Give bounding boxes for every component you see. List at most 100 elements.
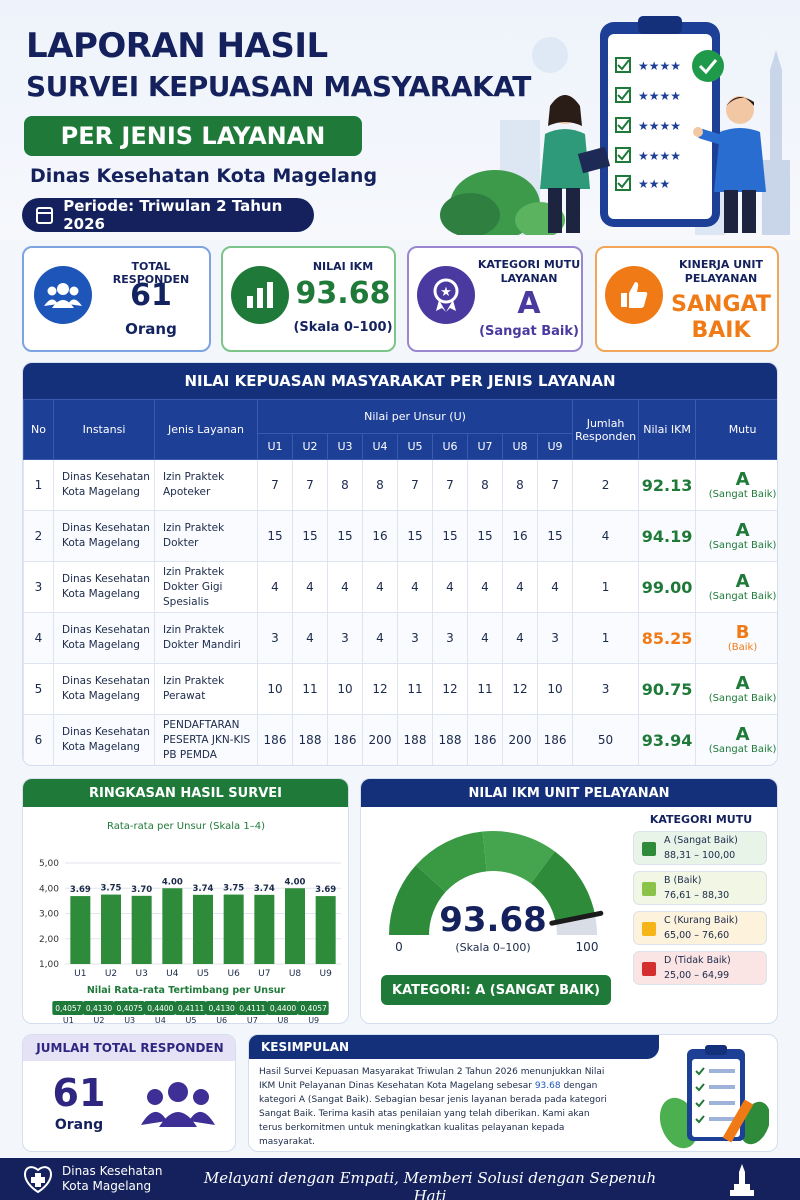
agency-name: Dinas Kesehatan Kota Magelang (30, 165, 378, 187)
legend-name: A (Sangat Baik) (664, 835, 738, 846)
kpi-performance-label: KINERJA UNIT PELAYANAN (679, 258, 763, 285)
kpi-total-respondents: TOTAL RESPONDEN 61 Orang (22, 246, 211, 352)
cell-u3: 8 (327, 459, 363, 511)
mutu-grade: A (735, 570, 750, 592)
cell-u1: 10 (257, 663, 293, 715)
gauge-arc-segment (389, 865, 446, 935)
period-badge: Periode: Triwulan 2 Tahun 2026 (22, 197, 314, 233)
legend-name: C (Kurang Baik) (664, 915, 739, 926)
cell-layanan: Izin Praktek Dokter Gigi Spesialis (154, 561, 258, 613)
cell-ikm: 99.00 (638, 561, 697, 613)
legend-range: 76,61 – 88,30 (664, 890, 730, 901)
cell-u7: 4 (467, 561, 503, 613)
cell-u5: 3 (397, 612, 433, 664)
cell-u4: 12 (362, 663, 398, 715)
kpi-ikm: NILAI IKM 93.68 (Skala 0–100) (221, 246, 396, 352)
cell-u9: 15 (536, 510, 574, 562)
kpi-ikm-scale: (Skala 0–100) (293, 320, 393, 335)
weighted-badge (205, 1001, 237, 1015)
cell-u5: 15 (397, 510, 433, 562)
th-no: No (23, 399, 54, 460)
cell-no: 2 (23, 510, 54, 562)
cell-u9: 7 (536, 459, 574, 511)
bar (70, 896, 91, 964)
cell-u4: 4 (362, 561, 398, 613)
x-tick-label: U5 (197, 969, 209, 979)
cell-u3: 3 (327, 612, 363, 664)
cell-no: 4 (23, 612, 54, 664)
legend-item: C (Kurang Baik) 65,00 – 76,60 (633, 911, 767, 945)
weighted-unsur-label: U7 (247, 1016, 258, 1024)
cell-u5: 4 (397, 561, 433, 613)
cell-u4: 4 (362, 612, 398, 664)
cell-layanan: Izin Praktek Dokter Mandiri (154, 612, 258, 664)
cell-instansi: Dinas Kesehatan Kota Magelang (53, 510, 155, 562)
cell-u9: 3 (536, 612, 574, 664)
cell-u4: 16 (362, 510, 398, 562)
gauge-max: 100 (576, 940, 599, 954)
clipboard-checklist-icon (659, 1045, 769, 1149)
bar-value-label: 3.74 (254, 884, 275, 894)
th-layanan: Jenis Layanan (154, 399, 258, 460)
gauge-arc-segment (482, 831, 555, 884)
weighted-badge (297, 1001, 329, 1015)
data-table: No Instansi Jenis Layanan Nilai per Unsu… (23, 399, 777, 765)
th-ikm: Nilai IKM (638, 399, 697, 460)
th-u4: U4 (362, 433, 398, 460)
cell-instansi: Dinas Kesehatan Kota Magelang (53, 612, 155, 664)
checklist-rows: ★★★★ ★★★★ ★★★★ ★★★★ ★★★ (615, 57, 681, 191)
legend-swatch (642, 922, 656, 936)
mutu-grade: A (735, 468, 750, 490)
cell-layanan: Izin Praktek Dokter (154, 510, 258, 562)
total-respondents-panel: JUMLAH TOTAL RESPONDEN 61 Orang (22, 1034, 236, 1152)
mutu-desc: (Sangat Baik) (708, 539, 777, 551)
conclusion-title: KESIMPULAN (249, 1035, 659, 1059)
cell-u8: 4 (502, 561, 538, 613)
bar-value-label: 3.70 (131, 885, 152, 895)
total-value: 61 (52, 1071, 106, 1115)
svg-text:★★★: ★★★ (638, 177, 670, 191)
bar-value-label: 3.75 (223, 884, 244, 894)
kpi-category-value: A (517, 286, 541, 321)
weighted-badge (83, 1001, 114, 1015)
avg-per-unsur-chart: Rata-rata per Unsur (Skala 1–4) 5,00 4,00 3… (39, 821, 341, 1024)
total-unit: Orang (54, 1117, 104, 1133)
kpi-category-desc: (Sangat Baik) (479, 324, 579, 339)
cell-u9: 186 (536, 714, 574, 765)
th-u2: U2 (292, 433, 328, 460)
x-tick-label: U6 (228, 969, 241, 979)
legend-swatch (642, 962, 656, 976)
legend-item: A (Sangat Baik) 88,31 – 100,00 (633, 831, 767, 865)
users-icon (34, 266, 92, 324)
weighted-value: 0,4400 (270, 1004, 296, 1013)
weighted-badge (144, 1001, 176, 1015)
cell-u1: 7 (257, 459, 293, 511)
weighted-value: 0,4111 (178, 1004, 204, 1013)
bar (285, 888, 305, 964)
mutu-grade: B (735, 621, 750, 643)
x-tick-label: U2 (105, 969, 117, 979)
cell-u5: 7 (397, 459, 433, 511)
th-u3: U3 (327, 433, 363, 460)
cell-u7: 8 (467, 459, 503, 511)
cell-u9: 10 (536, 663, 574, 715)
bar-value-label: 4.00 (285, 877, 306, 887)
kpi-ikm-label: NILAI IKM (312, 260, 374, 273)
cell-no: 6 (23, 714, 54, 765)
legend-title: KATEGORI MUTU (649, 813, 753, 826)
gauge-category-badge: KATEGORI: A (SANGAT BAIK) (381, 975, 611, 1005)
cell-layanan: Izin Praktek Apoteker (154, 459, 258, 511)
svg-text:★: ★ (440, 285, 452, 300)
cell-u2: 4 (292, 561, 328, 613)
mutu-grade: A (735, 723, 750, 745)
thumbs-up-icon (605, 266, 663, 324)
ikm-gauge: 93.68(Skala 0–100) 0 100 (389, 831, 604, 954)
kpi-quality-category: ★ KATEGORI MUTU LAYANAN A (Sangat Baik) (407, 246, 583, 352)
weighted-badge (267, 1001, 298, 1015)
x-tick-label: U8 (289, 969, 302, 979)
x-tick-label: U1 (74, 969, 86, 979)
kpi-performance-value: SANGAT BAIK (671, 292, 771, 343)
cell-jumlah: 50 (572, 714, 640, 765)
gauge-arc-segment (531, 851, 595, 923)
cell-u3: 4 (327, 561, 363, 613)
